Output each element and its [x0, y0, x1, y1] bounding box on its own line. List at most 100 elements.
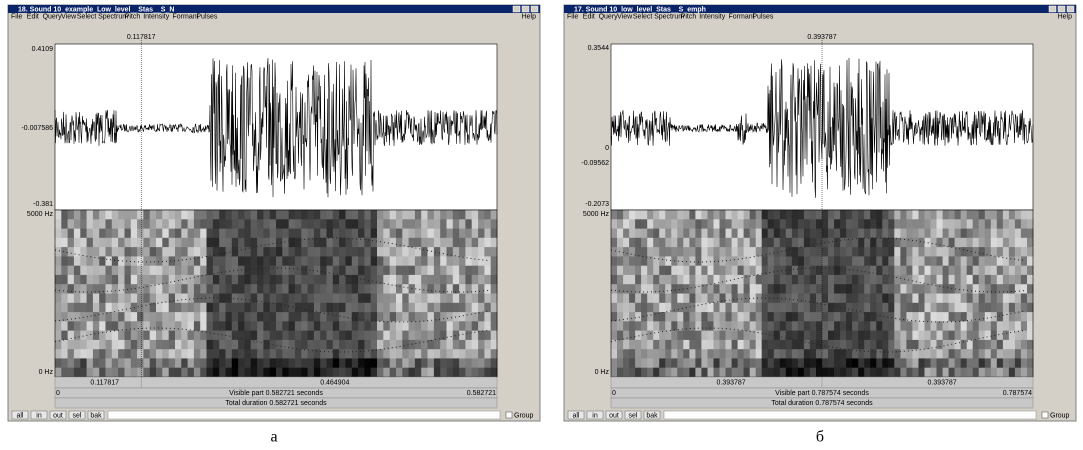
spectrogram-cell — [882, 321, 889, 331]
menu-item[interactable]: Select — [633, 13, 653, 20]
menu-item[interactable]: Edit — [583, 13, 595, 20]
spectrogram-cell — [689, 294, 696, 304]
spectrogram-cell — [720, 238, 727, 248]
menu-item[interactable]: Formant — [729, 13, 755, 20]
spectrogram-cell — [647, 349, 654, 359]
spectrogram-cell — [906, 340, 913, 350]
menu-help[interactable]: Help — [1058, 13, 1073, 20]
spectrogram-cell — [635, 284, 642, 294]
spectrogram-cell — [671, 358, 678, 368]
spectrogram-cell — [352, 349, 359, 359]
spectrogram-cell — [611, 284, 618, 294]
spectrogram-cell — [169, 256, 176, 266]
menu-item[interactable]: Formant — [173, 13, 199, 20]
spectrogram-cell — [689, 266, 696, 276]
spectrogram-cell — [659, 247, 666, 257]
zoom-button-label[interactable]: in — [36, 412, 42, 419]
spectrogram-cell — [738, 312, 745, 322]
selection-time[interactable]: 0.393787 — [928, 379, 957, 386]
menu-item[interactable]: Pitch — [125, 13, 141, 20]
spectrogram-cell — [641, 331, 648, 341]
window-control[interactable] — [1067, 6, 1074, 12]
menu-item[interactable]: File — [11, 13, 22, 20]
spectrogram-cell — [93, 219, 100, 229]
group-checkbox[interactable] — [1042, 412, 1048, 418]
spectrogram-cell — [80, 303, 87, 313]
spectrogram-cell — [798, 210, 805, 220]
selection-time[interactable]: 0.464904 — [320, 379, 349, 386]
spectrogram-cell — [358, 284, 365, 294]
spectrogram-cell — [137, 219, 144, 229]
menu-item[interactable]: Query — [43, 13, 63, 20]
menu-item[interactable]: Query — [599, 13, 619, 20]
spectrogram-cell — [635, 210, 642, 220]
zoom-button-label[interactable]: in — [592, 412, 598, 419]
selection-time[interactable]: 0.393787 — [717, 379, 746, 386]
window-control[interactable] — [531, 6, 538, 12]
spectrogram-cell — [106, 256, 113, 266]
spectrogram-cell — [714, 349, 721, 359]
spectrogram-cell — [701, 275, 708, 285]
group-label[interactable]: Group — [514, 412, 534, 419]
spectrogram-cell — [125, 247, 132, 257]
group-label[interactable]: Group — [1050, 412, 1070, 419]
spectrogram-cell — [1015, 331, 1022, 341]
spectrogram-cell — [834, 229, 841, 239]
spectrogram-cell — [906, 331, 913, 341]
zoom-button-label[interactable]: bak — [90, 412, 102, 419]
scrollbar[interactable] — [108, 411, 500, 419]
spectrogram-cell — [882, 256, 889, 266]
spectrogram-cell — [270, 266, 277, 276]
spectrogram-cell — [396, 294, 403, 304]
zoom-button-label[interactable]: sel — [629, 412, 638, 419]
zoom-button-label[interactable]: out — [609, 412, 619, 419]
menu-item[interactable]: Select — [77, 13, 97, 20]
spectrogram-cell — [162, 368, 169, 378]
menu-help[interactable]: Help — [522, 13, 537, 20]
window-control[interactable] — [522, 6, 529, 12]
group-checkbox[interactable] — [506, 412, 512, 418]
zoom-button-label[interactable]: out — [53, 412, 63, 419]
zoom-button-label[interactable]: bak — [646, 412, 658, 419]
menu-item[interactable]: Edit — [27, 13, 39, 20]
spectrogram-cell — [919, 229, 926, 239]
menu-item[interactable]: Pitch — [681, 13, 697, 20]
spectrogram-cell — [792, 321, 799, 331]
spectrogram-cell — [150, 368, 157, 378]
spectrogram-cell — [720, 331, 727, 341]
spectrogram-cell — [409, 331, 416, 341]
amplitude-label: 0 — [605, 145, 609, 152]
spectrogram-cell — [828, 275, 835, 285]
spectrogram-cell — [744, 331, 751, 341]
menu-item[interactable]: File — [567, 13, 578, 20]
zoom-button-label[interactable]: all — [572, 412, 579, 419]
spectrogram-cell — [80, 229, 87, 239]
spectrogram-cell — [617, 312, 624, 322]
zoom-button-label[interactable]: sel — [73, 412, 82, 419]
scrollbar[interactable] — [664, 411, 1036, 419]
spectrogram-cell — [701, 284, 708, 294]
window-control[interactable] — [513, 6, 520, 12]
spectrogram-cell — [207, 340, 214, 350]
zoom-button-label[interactable]: all — [16, 412, 23, 419]
spectrogram-cell — [738, 331, 745, 341]
spectrogram-cell — [689, 238, 696, 248]
window-control[interactable] — [1058, 6, 1065, 12]
selection-time[interactable]: 0.117817 — [90, 379, 119, 386]
menu-item[interactable]: Pulses — [752, 13, 774, 20]
menu-item[interactable]: Intensity — [699, 13, 726, 20]
spectrogram-cell — [61, 284, 68, 294]
menu-item[interactable]: Pulses — [196, 13, 218, 20]
menu-item[interactable]: View — [61, 13, 77, 20]
spectrogram-cell — [327, 294, 334, 304]
spectrogram-cell — [251, 368, 258, 378]
spectrogram-cell — [150, 247, 157, 257]
menu-item[interactable]: View — [617, 13, 633, 20]
spectrogram-cell — [937, 294, 944, 304]
window-control[interactable] — [1049, 6, 1056, 12]
spectrogram-cell — [828, 331, 835, 341]
menu-item[interactable]: Intensity — [143, 13, 170, 20]
spectrogram-cell — [93, 229, 100, 239]
spectrogram-cell — [798, 266, 805, 276]
spectrogram-cell — [961, 284, 968, 294]
